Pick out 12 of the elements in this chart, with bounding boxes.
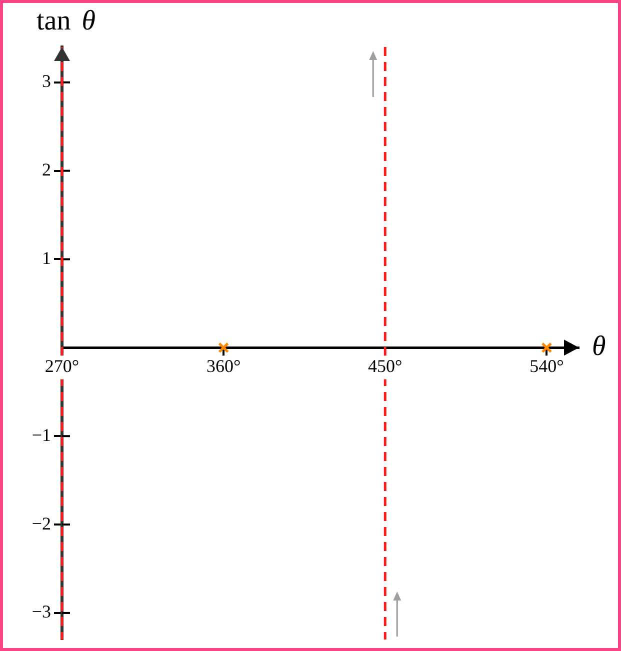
y-tick-label: 3 [42,71,51,92]
x-tick-label: 450° [368,356,402,376]
y-tick-label: −1 [32,424,51,445]
x-axis-title: θ [592,331,606,362]
y-axis-title: tan θ [36,5,96,36]
x-tick-label: 360° [206,356,241,376]
y-tick-label: −3 [32,602,51,622]
x-tick-label: 270° [44,356,80,376]
y-tick-label: 2 [42,160,51,180]
y-tick-label: 1 [42,248,51,268]
y-tick-label: −2 [32,513,51,534]
x-tick-label: 540° [530,356,564,376]
